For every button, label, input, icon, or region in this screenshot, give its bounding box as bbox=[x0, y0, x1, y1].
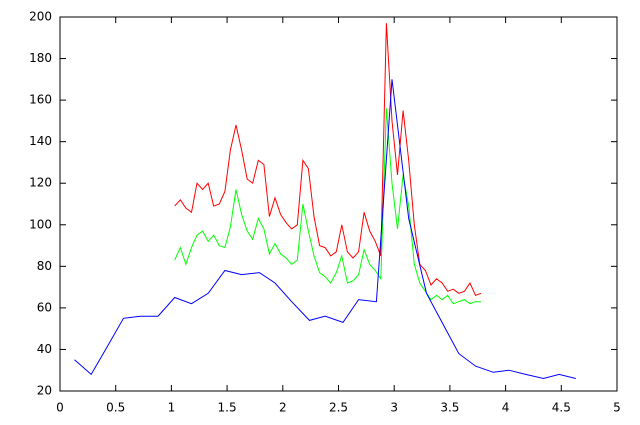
x-tick-label: 0 bbox=[56, 401, 64, 415]
y-tick-label: 80 bbox=[37, 259, 52, 273]
plot-frame bbox=[59, 16, 618, 392]
x-tick-label: 2 bbox=[279, 401, 287, 415]
y-tick-label: 20 bbox=[37, 384, 52, 398]
x-tick-label: 1.5 bbox=[218, 401, 237, 415]
y-tick-label: 100 bbox=[29, 217, 52, 231]
x-tick-label: 3.5 bbox=[440, 401, 459, 415]
x-tick-label: 4 bbox=[502, 401, 510, 415]
x-tick-label: 3 bbox=[390, 401, 398, 415]
y-tick-label: 140 bbox=[29, 134, 52, 148]
x-tick-label: 1 bbox=[168, 401, 176, 415]
y-tick-label: 40 bbox=[37, 342, 52, 356]
series-line bbox=[174, 108, 482, 305]
y-tick-label: 200 bbox=[29, 10, 52, 24]
y-tick-label: 160 bbox=[29, 93, 52, 107]
y-tick-label: 180 bbox=[29, 51, 52, 65]
x-tick-label: 2.5 bbox=[329, 401, 348, 415]
x-tick-label: 5 bbox=[613, 401, 621, 415]
series-line bbox=[74, 79, 576, 380]
y-tick-label: 120 bbox=[29, 176, 52, 190]
x-tick-label: 0.5 bbox=[106, 401, 125, 415]
y-tick-label: 60 bbox=[37, 300, 52, 314]
series-line bbox=[174, 23, 482, 297]
x-tick-label: 4.5 bbox=[552, 401, 571, 415]
